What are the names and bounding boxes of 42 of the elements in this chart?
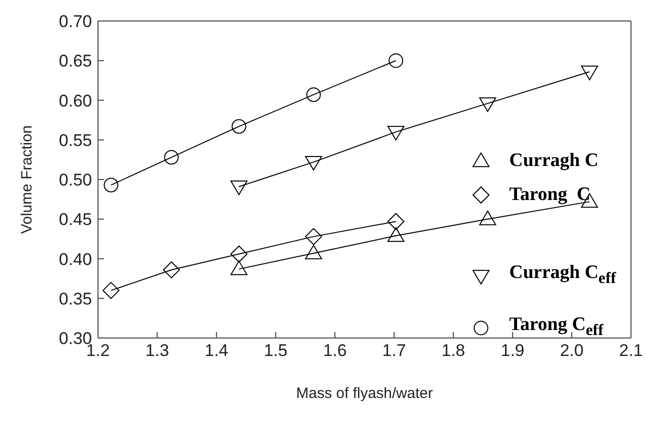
x-tick-label: 2.1 <box>619 341 643 360</box>
point <box>387 213 404 230</box>
point <box>479 210 496 226</box>
legend-label: Curragh C <box>509 149 598 173</box>
point <box>232 119 246 134</box>
point <box>164 150 179 165</box>
point <box>102 282 120 299</box>
x-tick-label: 1.8 <box>442 341 466 360</box>
x-tick-label: 1.7 <box>382 341 406 360</box>
point <box>162 261 180 278</box>
y-tick-label: 0.70 <box>58 12 92 32</box>
point <box>388 53 404 68</box>
point <box>104 178 118 192</box>
point <box>305 244 322 260</box>
y-tick-label: 0.35 <box>58 289 92 308</box>
point <box>387 227 404 242</box>
point <box>387 126 404 140</box>
point <box>306 87 321 102</box>
y-tick-label: 0.65 <box>58 52 92 71</box>
point <box>581 66 598 80</box>
point <box>230 180 248 196</box>
point <box>230 260 248 276</box>
point <box>305 228 322 246</box>
point <box>230 245 248 262</box>
y-tick-label: 0.50 <box>58 170 92 190</box>
x-tick-label: 1.4 <box>204 341 228 360</box>
y-tick-label: 0.55 <box>58 130 92 150</box>
x-tick-label: 1.5 <box>264 341 288 360</box>
x-tick-label: 1.9 <box>500 341 524 360</box>
x-tick-label: 1.3 <box>145 341 170 360</box>
legend-label: Curragh C$_{eff}$ <box>509 261 616 289</box>
point <box>305 156 322 171</box>
x-tick-label: 1.6 <box>323 341 347 360</box>
y-tick-label: 0.45 <box>58 210 92 230</box>
y-tick-label: 0.60 <box>58 91 92 110</box>
y-axis-title: Volume Fraction <box>18 125 36 234</box>
point <box>479 97 496 112</box>
legend-label: Tarong C <box>509 183 591 207</box>
y-tick-label: 0.40 <box>58 250 92 269</box>
legend-label: Tarong C$_{eff}$ <box>509 314 604 339</box>
x-axis-title: Mass of flyash/water <box>296 385 433 402</box>
x-tick-label: 2.0 <box>560 341 584 360</box>
